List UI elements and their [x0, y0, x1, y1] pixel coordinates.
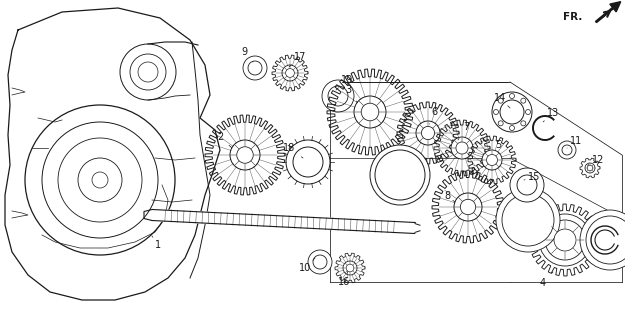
Circle shape [354, 96, 386, 128]
Circle shape [120, 44, 176, 100]
Circle shape [545, 220, 585, 260]
Text: 18: 18 [283, 143, 303, 158]
Circle shape [454, 193, 482, 221]
Circle shape [486, 155, 498, 165]
Circle shape [545, 220, 585, 260]
Circle shape [237, 147, 253, 163]
Circle shape [286, 140, 330, 184]
Text: 4: 4 [540, 272, 553, 288]
Circle shape [502, 194, 554, 246]
Circle shape [498, 98, 503, 103]
Circle shape [509, 93, 514, 99]
Circle shape [498, 121, 503, 126]
Text: 19: 19 [336, 75, 353, 90]
Circle shape [416, 121, 440, 145]
Circle shape [248, 61, 262, 75]
Circle shape [492, 92, 532, 132]
Text: 1: 1 [152, 236, 161, 250]
Circle shape [586, 216, 625, 264]
Circle shape [243, 56, 267, 80]
Circle shape [421, 126, 434, 140]
Circle shape [585, 163, 595, 173]
Circle shape [521, 98, 526, 103]
Circle shape [554, 229, 576, 251]
Circle shape [460, 199, 476, 215]
Text: 14: 14 [494, 93, 510, 108]
Circle shape [25, 105, 175, 255]
Text: 13: 13 [543, 108, 559, 122]
Circle shape [375, 150, 425, 200]
Circle shape [343, 261, 357, 275]
Text: 15: 15 [524, 172, 540, 182]
Circle shape [456, 142, 468, 154]
Circle shape [539, 214, 591, 266]
Circle shape [361, 103, 379, 121]
Circle shape [510, 168, 544, 202]
Polygon shape [152, 210, 415, 234]
Circle shape [496, 188, 560, 252]
Circle shape [517, 175, 537, 195]
Circle shape [509, 125, 514, 131]
Circle shape [286, 68, 294, 77]
Circle shape [346, 264, 354, 272]
Circle shape [322, 80, 354, 112]
Text: 11: 11 [567, 136, 582, 148]
Text: 7: 7 [458, 122, 469, 140]
Text: 12: 12 [588, 155, 604, 165]
Circle shape [521, 121, 526, 126]
Text: 8: 8 [444, 191, 455, 202]
Circle shape [526, 109, 531, 115]
Circle shape [328, 86, 348, 106]
Text: 16: 16 [338, 271, 350, 287]
Circle shape [313, 255, 327, 269]
Text: FR.: FR. [562, 12, 582, 22]
FancyArrow shape [596, 2, 621, 23]
Circle shape [500, 100, 524, 124]
Circle shape [562, 145, 572, 155]
Circle shape [282, 65, 298, 81]
Text: 2: 2 [217, 132, 232, 148]
Circle shape [230, 140, 260, 170]
Circle shape [494, 109, 499, 115]
Text: 5: 5 [490, 140, 501, 157]
Text: 10: 10 [299, 258, 315, 273]
Circle shape [588, 165, 592, 171]
Text: 3: 3 [345, 85, 358, 103]
Polygon shape [5, 8, 220, 300]
Circle shape [482, 150, 502, 170]
Text: 9: 9 [241, 47, 253, 62]
Circle shape [308, 250, 332, 274]
Circle shape [293, 147, 323, 177]
Circle shape [370, 145, 430, 205]
Circle shape [580, 210, 625, 270]
Circle shape [78, 158, 122, 202]
Circle shape [451, 137, 473, 159]
Text: 6: 6 [429, 107, 437, 124]
Circle shape [558, 141, 576, 159]
Text: 17: 17 [289, 52, 306, 67]
